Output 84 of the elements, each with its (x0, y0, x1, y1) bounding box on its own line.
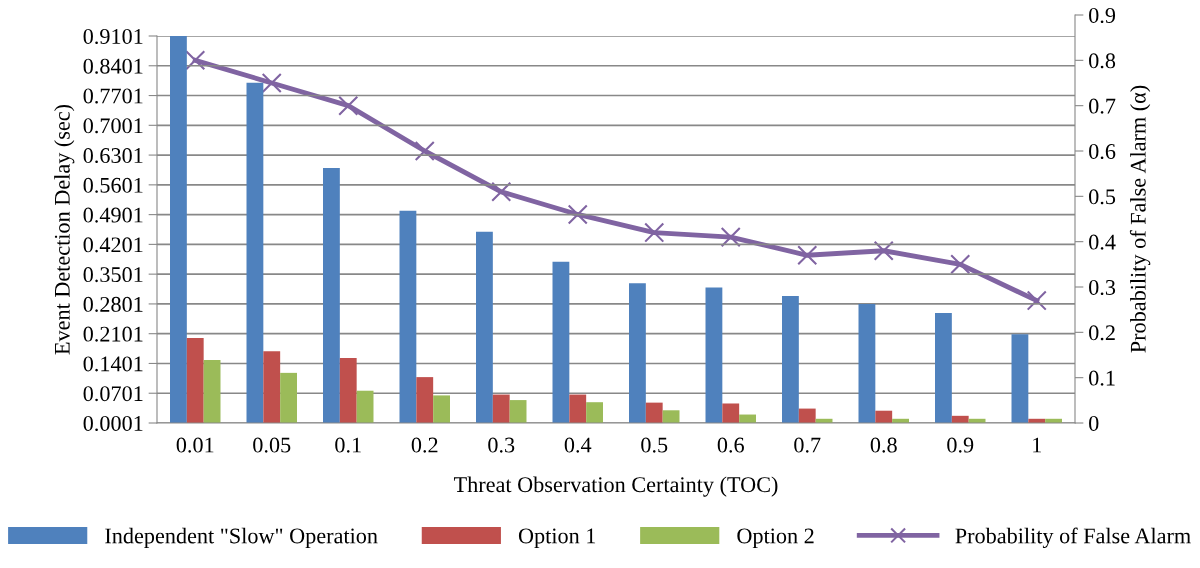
point (185, 50, 206, 71)
y2-tick-label: 0 (1089, 415, 1099, 431)
y-tick-label: 0.0001 (83, 415, 143, 432)
y-tick-label: 0.3501 (83, 267, 143, 283)
y-tick-label: 0.4201 (83, 237, 143, 253)
point (797, 245, 818, 266)
bar (586, 402, 603, 423)
x-tick-label: 0.6 (717, 437, 744, 453)
point (261, 72, 282, 94)
bar (399, 210, 417, 423)
bar (323, 167, 340, 423)
bar (263, 351, 281, 423)
x-tick-label: 0.7 (794, 437, 821, 453)
bar (203, 360, 221, 423)
x-tick-label: 0.4 (564, 437, 592, 453)
point (873, 240, 894, 261)
y-tick-label: 0.0701 (83, 386, 143, 402)
y-tick-label: 0.7701 (83, 88, 143, 104)
bar (280, 372, 297, 423)
y2-tick-label: 0.2 (1089, 325, 1115, 341)
y2-tick-label: 0.5 (1089, 189, 1116, 205)
bar (433, 395, 450, 423)
bar (662, 410, 680, 423)
y2-tick-label: 0.6 (1089, 143, 1116, 160)
point (414, 140, 435, 162)
bar (492, 394, 510, 423)
bar (935, 312, 952, 423)
y-tick-label: 0.1401 (83, 356, 143, 372)
point (491, 181, 512, 202)
bar (476, 231, 493, 423)
bar (356, 390, 374, 423)
bar (722, 403, 740, 423)
y-axis-title: Event Detection Delay (sec) (54, 104, 75, 355)
legend-label: Independent "Slow" Operation (105, 527, 378, 548)
bar (170, 36, 187, 423)
bar (416, 377, 434, 423)
bar (552, 261, 570, 423)
x-tick-label: 0.05 (253, 437, 291, 453)
x-tick-label: 0.5 (641, 437, 668, 453)
y2-tick-label: 0.1 (1089, 370, 1115, 386)
y2-tick-label: 0.8 (1089, 53, 1116, 69)
bar (798, 408, 816, 423)
bar (645, 402, 663, 423)
y2-tick-label: 0.9 (1089, 7, 1116, 24)
point (338, 95, 359, 116)
x-tick-label: 0.01 (176, 437, 214, 453)
bar (1011, 334, 1029, 423)
point (567, 204, 588, 225)
y-tick-label: 0.2101 (83, 326, 143, 342)
y-tick-label: 0.5601 (83, 177, 143, 193)
x-tick-label: 1 (1033, 437, 1041, 453)
bar (629, 283, 646, 423)
y2-tick-label: 0.4 (1089, 234, 1116, 250)
bar (705, 287, 723, 423)
point (720, 227, 741, 248)
legend-label: Probability of False Alarm (955, 527, 1191, 548)
y-tick-label: 0.7001 (83, 118, 143, 134)
y-tick-label: 0.2801 (83, 296, 143, 312)
x-tick-label: 0.1 (335, 437, 361, 453)
legend-label: Option 1 (518, 528, 596, 548)
bar (858, 303, 876, 423)
x-tick-label: 0.8 (870, 437, 897, 453)
y-tick-label: 0.9101 (83, 28, 143, 45)
x-tick-label: 0.9 (947, 437, 974, 453)
point (950, 254, 971, 275)
x-tick-label: 0.3 (488, 437, 515, 453)
y-tick-label: 0.4901 (83, 207, 143, 223)
y2-axis-title: Probability of False Alarm (α) (1129, 85, 1151, 353)
bar (875, 410, 893, 423)
x-axis-title: Threat Observation Certainty (TOC) (453, 476, 778, 497)
bar (782, 295, 799, 423)
bar (246, 82, 264, 423)
legend-label: Option 2 (737, 528, 814, 548)
y2-tick-label: 0.3 (1089, 279, 1116, 296)
bar (186, 337, 204, 423)
bar (509, 400, 527, 423)
y2-tick-label: 0.7 (1089, 98, 1116, 114)
point (644, 222, 665, 243)
point (1026, 290, 1047, 311)
y-tick-label: 0.6301 (83, 148, 143, 164)
bar (339, 357, 357, 423)
x-tick-label: 0.2 (411, 437, 438, 453)
bar (569, 394, 587, 423)
y-tick-label: 0.8401 (83, 58, 143, 74)
